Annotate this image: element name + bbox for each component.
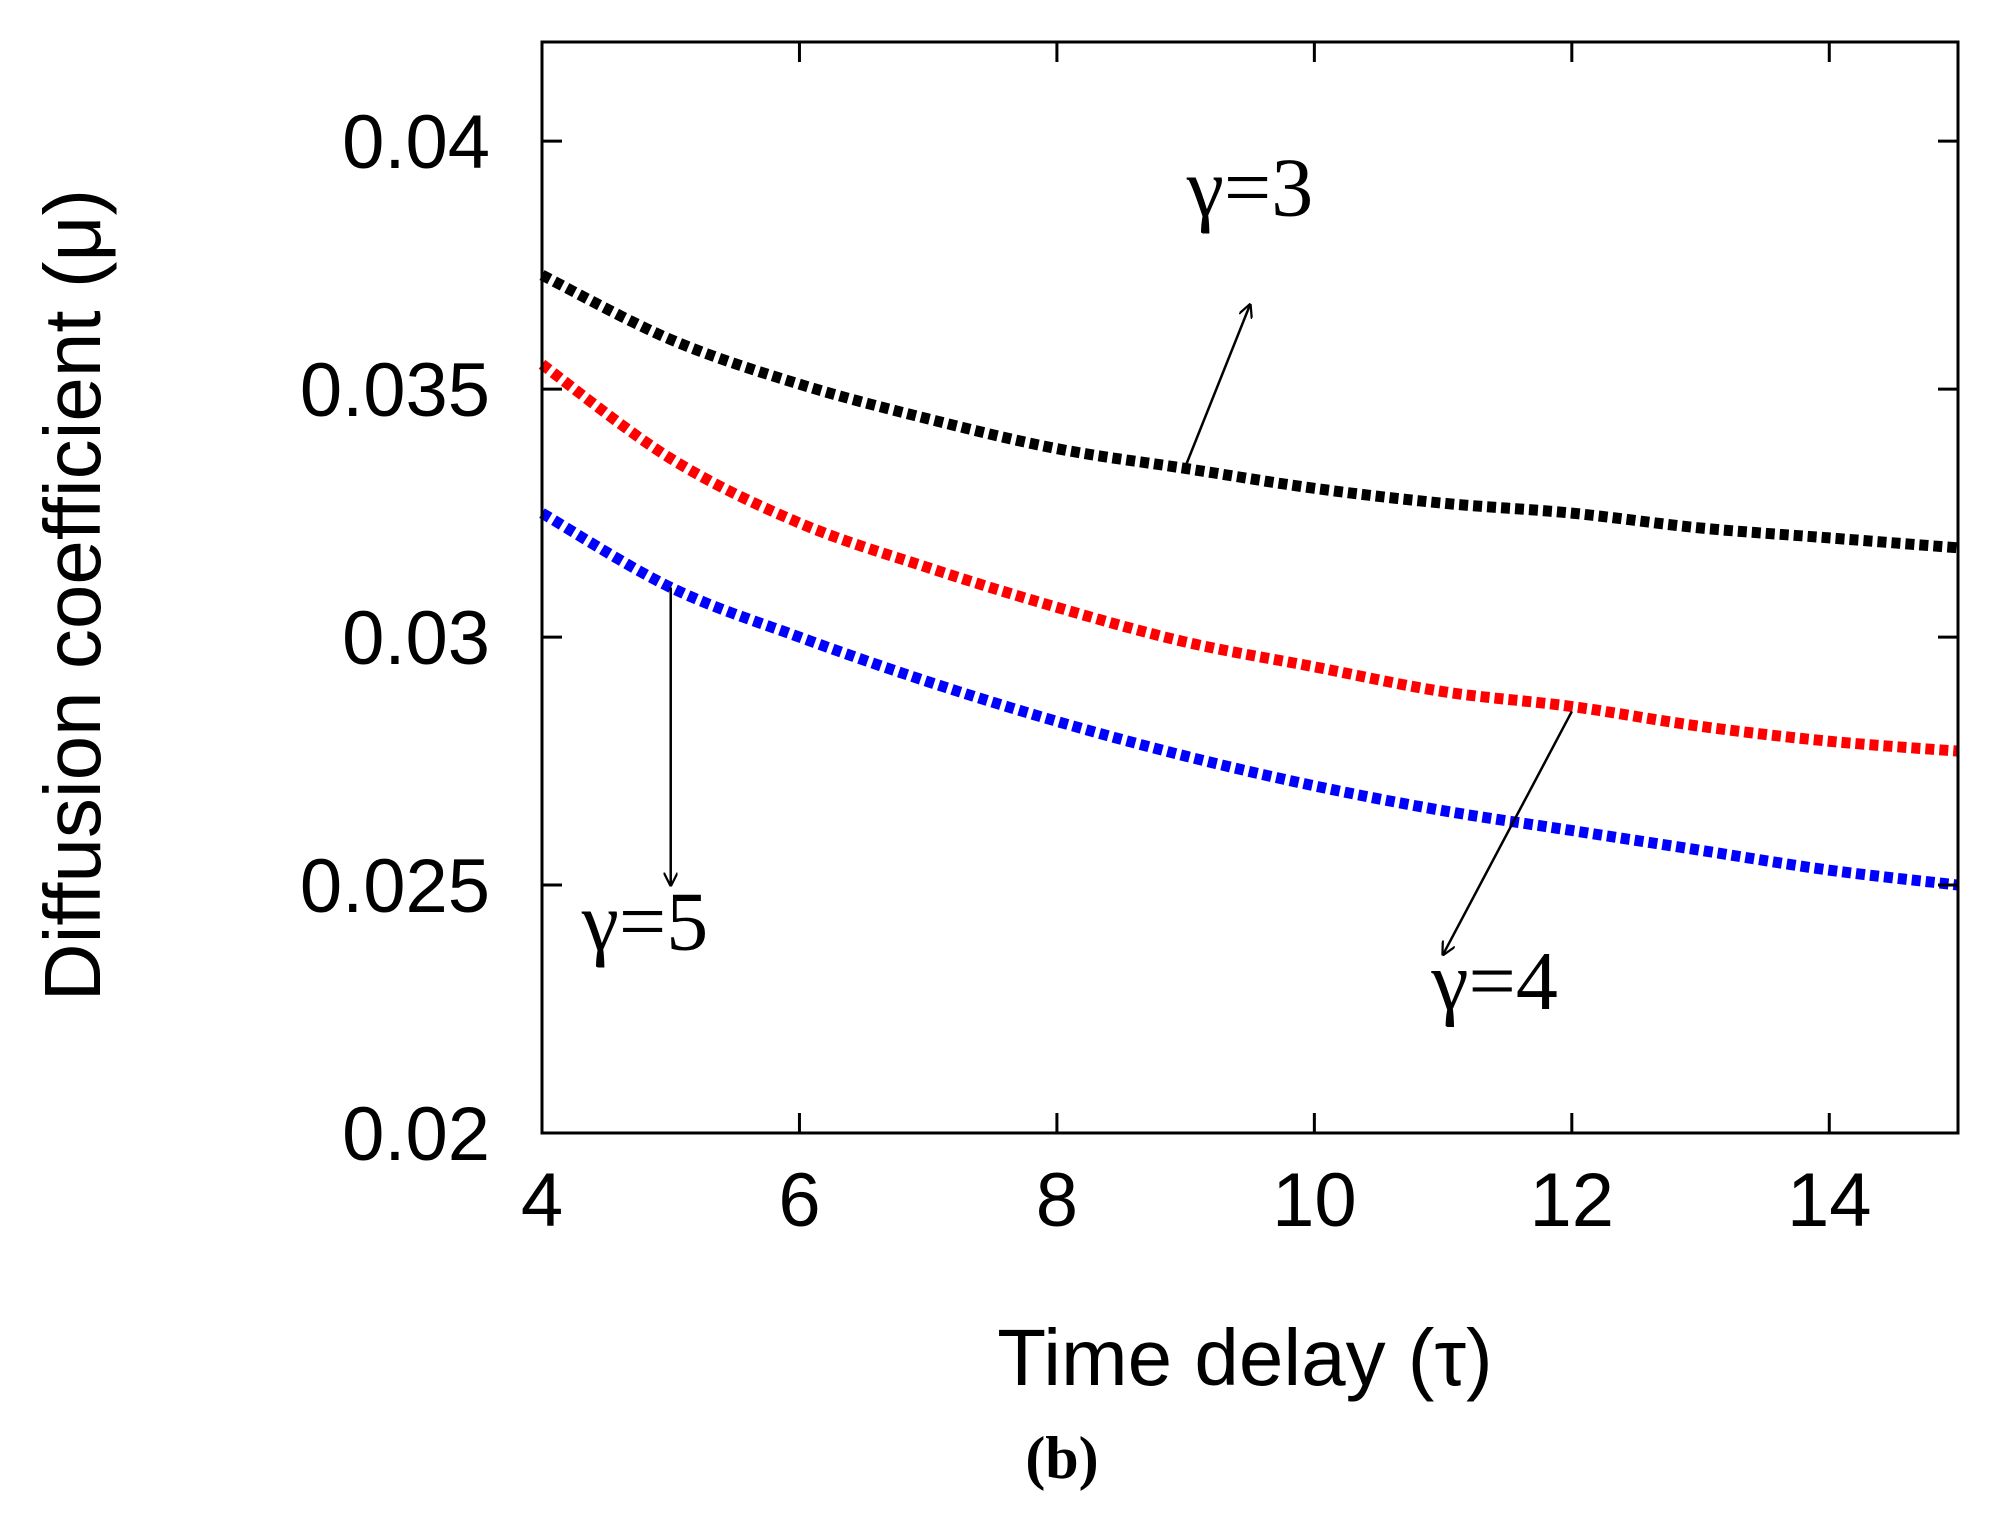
y-tick-label: 0.02 xyxy=(342,1092,490,1177)
series-line-1 xyxy=(539,270,1959,554)
x-tick-label: 12 xyxy=(1530,1158,1615,1243)
x-tick-label: 6 xyxy=(778,1158,820,1243)
annotation-label-3: γ=5 xyxy=(581,876,709,969)
x-tick-label: 10 xyxy=(1272,1158,1357,1243)
series-line-3 xyxy=(539,508,1959,891)
plot-frame xyxy=(540,40,1960,1135)
annotation-label-1: γ=3 xyxy=(1186,142,1314,235)
x-tick-label: 4 xyxy=(521,1158,563,1243)
y-tick-label: 0.03 xyxy=(342,596,490,681)
x-tick-label: 14 xyxy=(1787,1158,1872,1243)
series-line-2 xyxy=(538,359,1959,757)
annotation-arrow-2 xyxy=(1443,710,1573,954)
y-tick-label: 0.025 xyxy=(300,844,490,929)
y-tick-label: 0.04 xyxy=(342,100,490,185)
x-tick-label: 8 xyxy=(1036,1158,1078,1243)
y-tick-label: 0.035 xyxy=(300,348,490,433)
x-axis-title: Time delay (τ) xyxy=(997,1313,1492,1402)
annotation-layer: γ=3 γ=4 γ=5 xyxy=(581,142,1573,1028)
axes-layer: 4 6 8 10 12 14 0.02 0.025 0.03 0.035 0.04 xyxy=(300,40,1960,1243)
series-layer xyxy=(538,270,1959,891)
y-axis-title: Diffusion coefficient (μ) xyxy=(28,189,117,1001)
panel-label: (b) xyxy=(1025,1425,1098,1491)
annotation-label-2: γ=4 xyxy=(1430,935,1558,1028)
annotation-arrow-1 xyxy=(1184,305,1250,467)
